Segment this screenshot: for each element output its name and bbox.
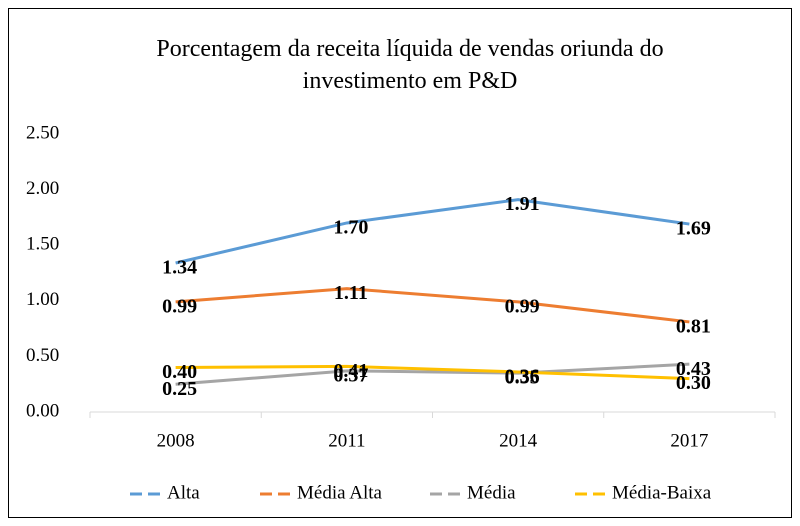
data-label: 0.35 [505, 367, 540, 389]
chart-border [8, 8, 792, 518]
y-tick-label: 2.50 [26, 122, 59, 143]
y-tick-label: 0.00 [26, 400, 59, 421]
data-label: 0.36 [505, 366, 540, 388]
series-line [175, 362, 690, 386]
data-label: 0.40 [162, 361, 197, 383]
series-line [175, 287, 690, 324]
data-label: 0.37 [333, 364, 368, 386]
data-label: 1.34 [162, 257, 197, 279]
y-tick-label: 0.50 [26, 345, 59, 366]
legend-label: Alta [167, 482, 200, 503]
series-line [175, 364, 690, 381]
data-label: 1.11 [334, 282, 368, 304]
data-label: 1.91 [505, 193, 540, 215]
y-tick-label: 1.00 [26, 289, 59, 310]
data-label: 1.70 [333, 217, 368, 239]
data-label: 0.41 [333, 360, 368, 382]
data-label: 0.30 [676, 372, 711, 394]
data-label: 1.69 [676, 218, 711, 240]
x-tick-label: 2014 [499, 430, 538, 451]
data-label: 0.43 [676, 358, 711, 380]
x-tick-label: 2017 [670, 430, 708, 451]
y-tick-label: 1.50 [26, 234, 59, 255]
series-line [175, 198, 690, 265]
data-label: 0.99 [505, 296, 540, 318]
chart-title: Porcentagem da receita líquida de vendas… [156, 36, 663, 94]
y-tick-label: 2.00 [26, 178, 59, 199]
data-label: 0.99 [162, 296, 197, 318]
x-tick-label: 2011 [328, 430, 365, 451]
data-label: 0.25 [162, 378, 197, 400]
legend-label: Média Alta [297, 482, 383, 503]
data-label: 0.81 [676, 316, 711, 338]
x-tick-label: 2008 [157, 430, 195, 451]
legend-label: Média [467, 482, 516, 503]
legend-label: Média-Baixa [612, 482, 712, 503]
